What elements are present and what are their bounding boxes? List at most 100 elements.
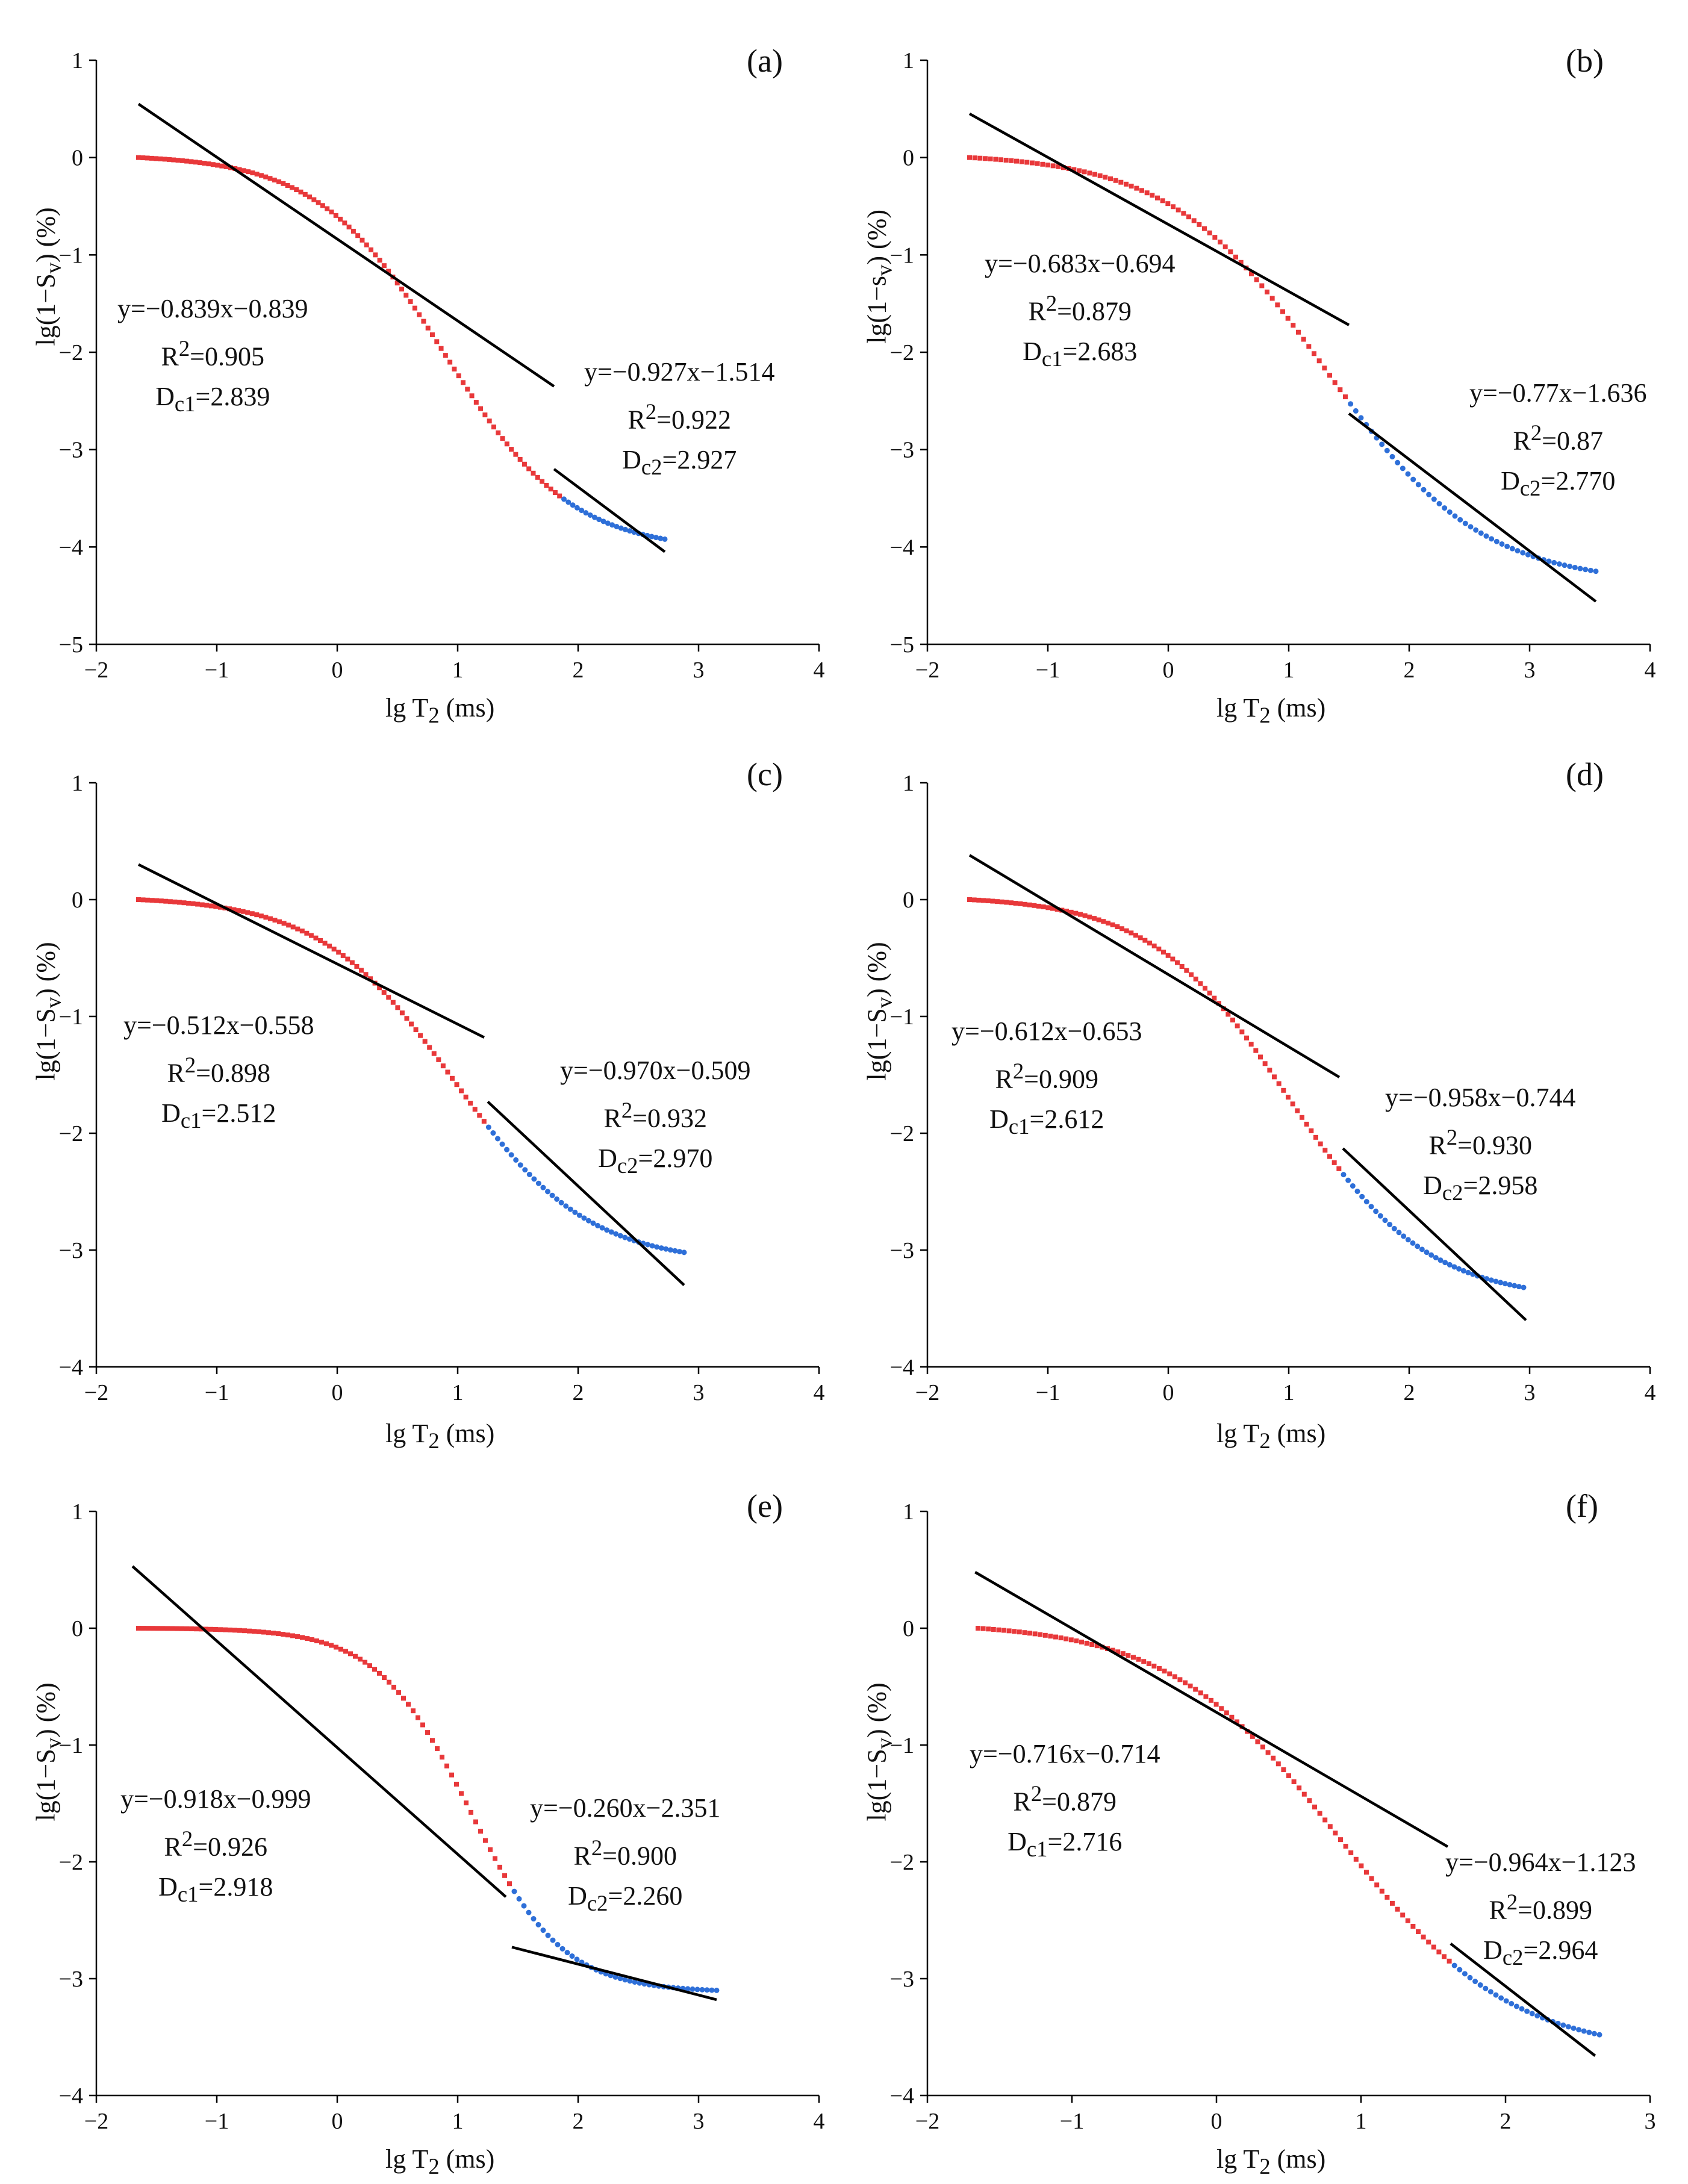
data-point-part2 bbox=[576, 1212, 582, 1218]
data-point-part2 bbox=[1520, 550, 1526, 556]
data-point-part1 bbox=[1151, 943, 1157, 948]
x-tick-label: 0 bbox=[1163, 658, 1174, 683]
data-point-part1 bbox=[1181, 211, 1186, 216]
y-tick-label: −3 bbox=[890, 1967, 914, 1992]
data-point-part1 bbox=[308, 933, 314, 938]
data-point-part2 bbox=[1447, 1262, 1453, 1268]
data-point-part1 bbox=[472, 1107, 478, 1112]
data-point-part2 bbox=[1498, 1995, 1504, 2001]
y-tick-label: 0 bbox=[903, 146, 914, 171]
data-point-part2 bbox=[1405, 471, 1411, 477]
data-point-part2 bbox=[637, 1980, 643, 1986]
data-point-part1 bbox=[299, 929, 305, 934]
data-point-part1 bbox=[316, 200, 321, 205]
data-point-part1 bbox=[1238, 260, 1244, 265]
data-point-part1 bbox=[981, 898, 986, 903]
data-point-part1 bbox=[425, 325, 431, 331]
data-point-part2 bbox=[555, 1941, 561, 1947]
x-tick-label: 2 bbox=[1404, 1380, 1415, 1405]
data-point-part2 bbox=[1565, 2024, 1571, 2030]
data-point-part1 bbox=[1004, 900, 1009, 905]
data-point-part1 bbox=[193, 160, 198, 165]
data-point-part2 bbox=[1396, 1230, 1402, 1236]
data-point-part1 bbox=[1276, 1081, 1282, 1086]
data-point-part1 bbox=[403, 293, 409, 298]
y-tick-label: −2 bbox=[890, 340, 914, 366]
data-point-part1 bbox=[1160, 198, 1165, 204]
data-point-part2 bbox=[609, 522, 615, 528]
data-point-part1 bbox=[399, 287, 404, 292]
data-point-part1 bbox=[354, 963, 360, 969]
data-point-part2 bbox=[617, 1976, 623, 1982]
data-point-part1 bbox=[464, 1800, 469, 1806]
data-point-part2 bbox=[590, 1220, 596, 1226]
x-tick-label: 2 bbox=[573, 2109, 584, 2134]
data-point-part1 bbox=[481, 1119, 487, 1124]
panel-letter: (b) bbox=[1566, 43, 1604, 79]
data-point-part1 bbox=[502, 1873, 507, 1878]
data-point-part1 bbox=[1244, 1035, 1249, 1041]
data-point-part1 bbox=[1161, 950, 1166, 955]
data-point-part2 bbox=[1428, 1252, 1434, 1258]
data-point-part2 bbox=[600, 518, 606, 524]
data-point-part1 bbox=[1304, 1121, 1309, 1127]
data-point-part1 bbox=[429, 332, 435, 338]
data-point-part2 bbox=[1529, 2011, 1535, 2017]
plot-area: −2 −1 0 1 2 3 4 1 0 −1 −2 −3 −4 bbox=[59, 771, 825, 1405]
data-point-part1 bbox=[199, 902, 205, 907]
data-point-part2 bbox=[585, 1218, 591, 1224]
data-point-part1 bbox=[188, 159, 194, 164]
data-point-part1 bbox=[272, 177, 277, 182]
data-point-part1 bbox=[1271, 1755, 1276, 1761]
data-point-part1 bbox=[1096, 917, 1101, 922]
fractal-dimension: Dc1=2.839 bbox=[155, 381, 270, 416]
data-point-part1 bbox=[1089, 1641, 1095, 1647]
fit-annotation-2: y=−0.958x−0.744 R2=0.930 Dc2=2.958 bbox=[1385, 1078, 1575, 1212]
data-point-part1 bbox=[1001, 1628, 1006, 1633]
data-point-part1 bbox=[163, 898, 169, 904]
data-point-part1 bbox=[368, 976, 373, 982]
panel-letter: (d) bbox=[1566, 756, 1604, 792]
data-point-part1 bbox=[245, 910, 251, 915]
data-point-part1 bbox=[1212, 995, 1217, 1001]
data-point-part2 bbox=[1567, 564, 1573, 570]
data-point-part1 bbox=[548, 487, 553, 492]
fit-line-2 bbox=[553, 468, 666, 553]
data-point-part2 bbox=[516, 1896, 522, 1902]
data-point-part1 bbox=[369, 247, 374, 252]
data-point-part2 bbox=[618, 525, 624, 531]
x-tick-label: 3 bbox=[1524, 1380, 1536, 1405]
data-point-part2 bbox=[1457, 1967, 1463, 1973]
data-point-part1 bbox=[460, 380, 466, 385]
data-point-part2 bbox=[1546, 558, 1552, 564]
data-point-part2 bbox=[1436, 500, 1442, 506]
data-point-part1 bbox=[1275, 302, 1280, 308]
data-point-part1 bbox=[391, 1684, 396, 1690]
data-point-part2 bbox=[1512, 1283, 1518, 1289]
data-point-part1 bbox=[1253, 1048, 1259, 1053]
data-point-part1 bbox=[1338, 387, 1343, 393]
data-point-part2 bbox=[595, 1222, 601, 1228]
data-point-part1 bbox=[1364, 1870, 1369, 1875]
data-point-part1 bbox=[459, 1791, 464, 1796]
data-point-part1 bbox=[983, 156, 988, 161]
data-point-part2 bbox=[1442, 1260, 1448, 1266]
data-point-part2 bbox=[1457, 517, 1463, 523]
data-point-part1 bbox=[469, 393, 475, 399]
data-point-part1 bbox=[1318, 1141, 1323, 1146]
data-point-part1 bbox=[408, 299, 413, 304]
data-point-part1 bbox=[422, 1039, 428, 1044]
data-point-part1 bbox=[1322, 1817, 1328, 1823]
plot-area: −2 −1 0 1 2 3 4 1 0 −1 −2 −3 −4 bbox=[890, 771, 1656, 1405]
data-point-part1 bbox=[1053, 1634, 1058, 1640]
data-point-part1 bbox=[413, 1027, 419, 1033]
data-point-part1 bbox=[1023, 901, 1027, 907]
data-point-part1 bbox=[1106, 920, 1110, 926]
data-point-part2 bbox=[1451, 1264, 1457, 1270]
data-point-part1 bbox=[176, 900, 182, 905]
data-point-part1 bbox=[1040, 161, 1045, 167]
data-point-part1 bbox=[1384, 1894, 1390, 1900]
data-point-part2 bbox=[622, 1234, 628, 1240]
data-point-part1 bbox=[1290, 1101, 1295, 1107]
y-tick-label: 0 bbox=[72, 1616, 83, 1641]
